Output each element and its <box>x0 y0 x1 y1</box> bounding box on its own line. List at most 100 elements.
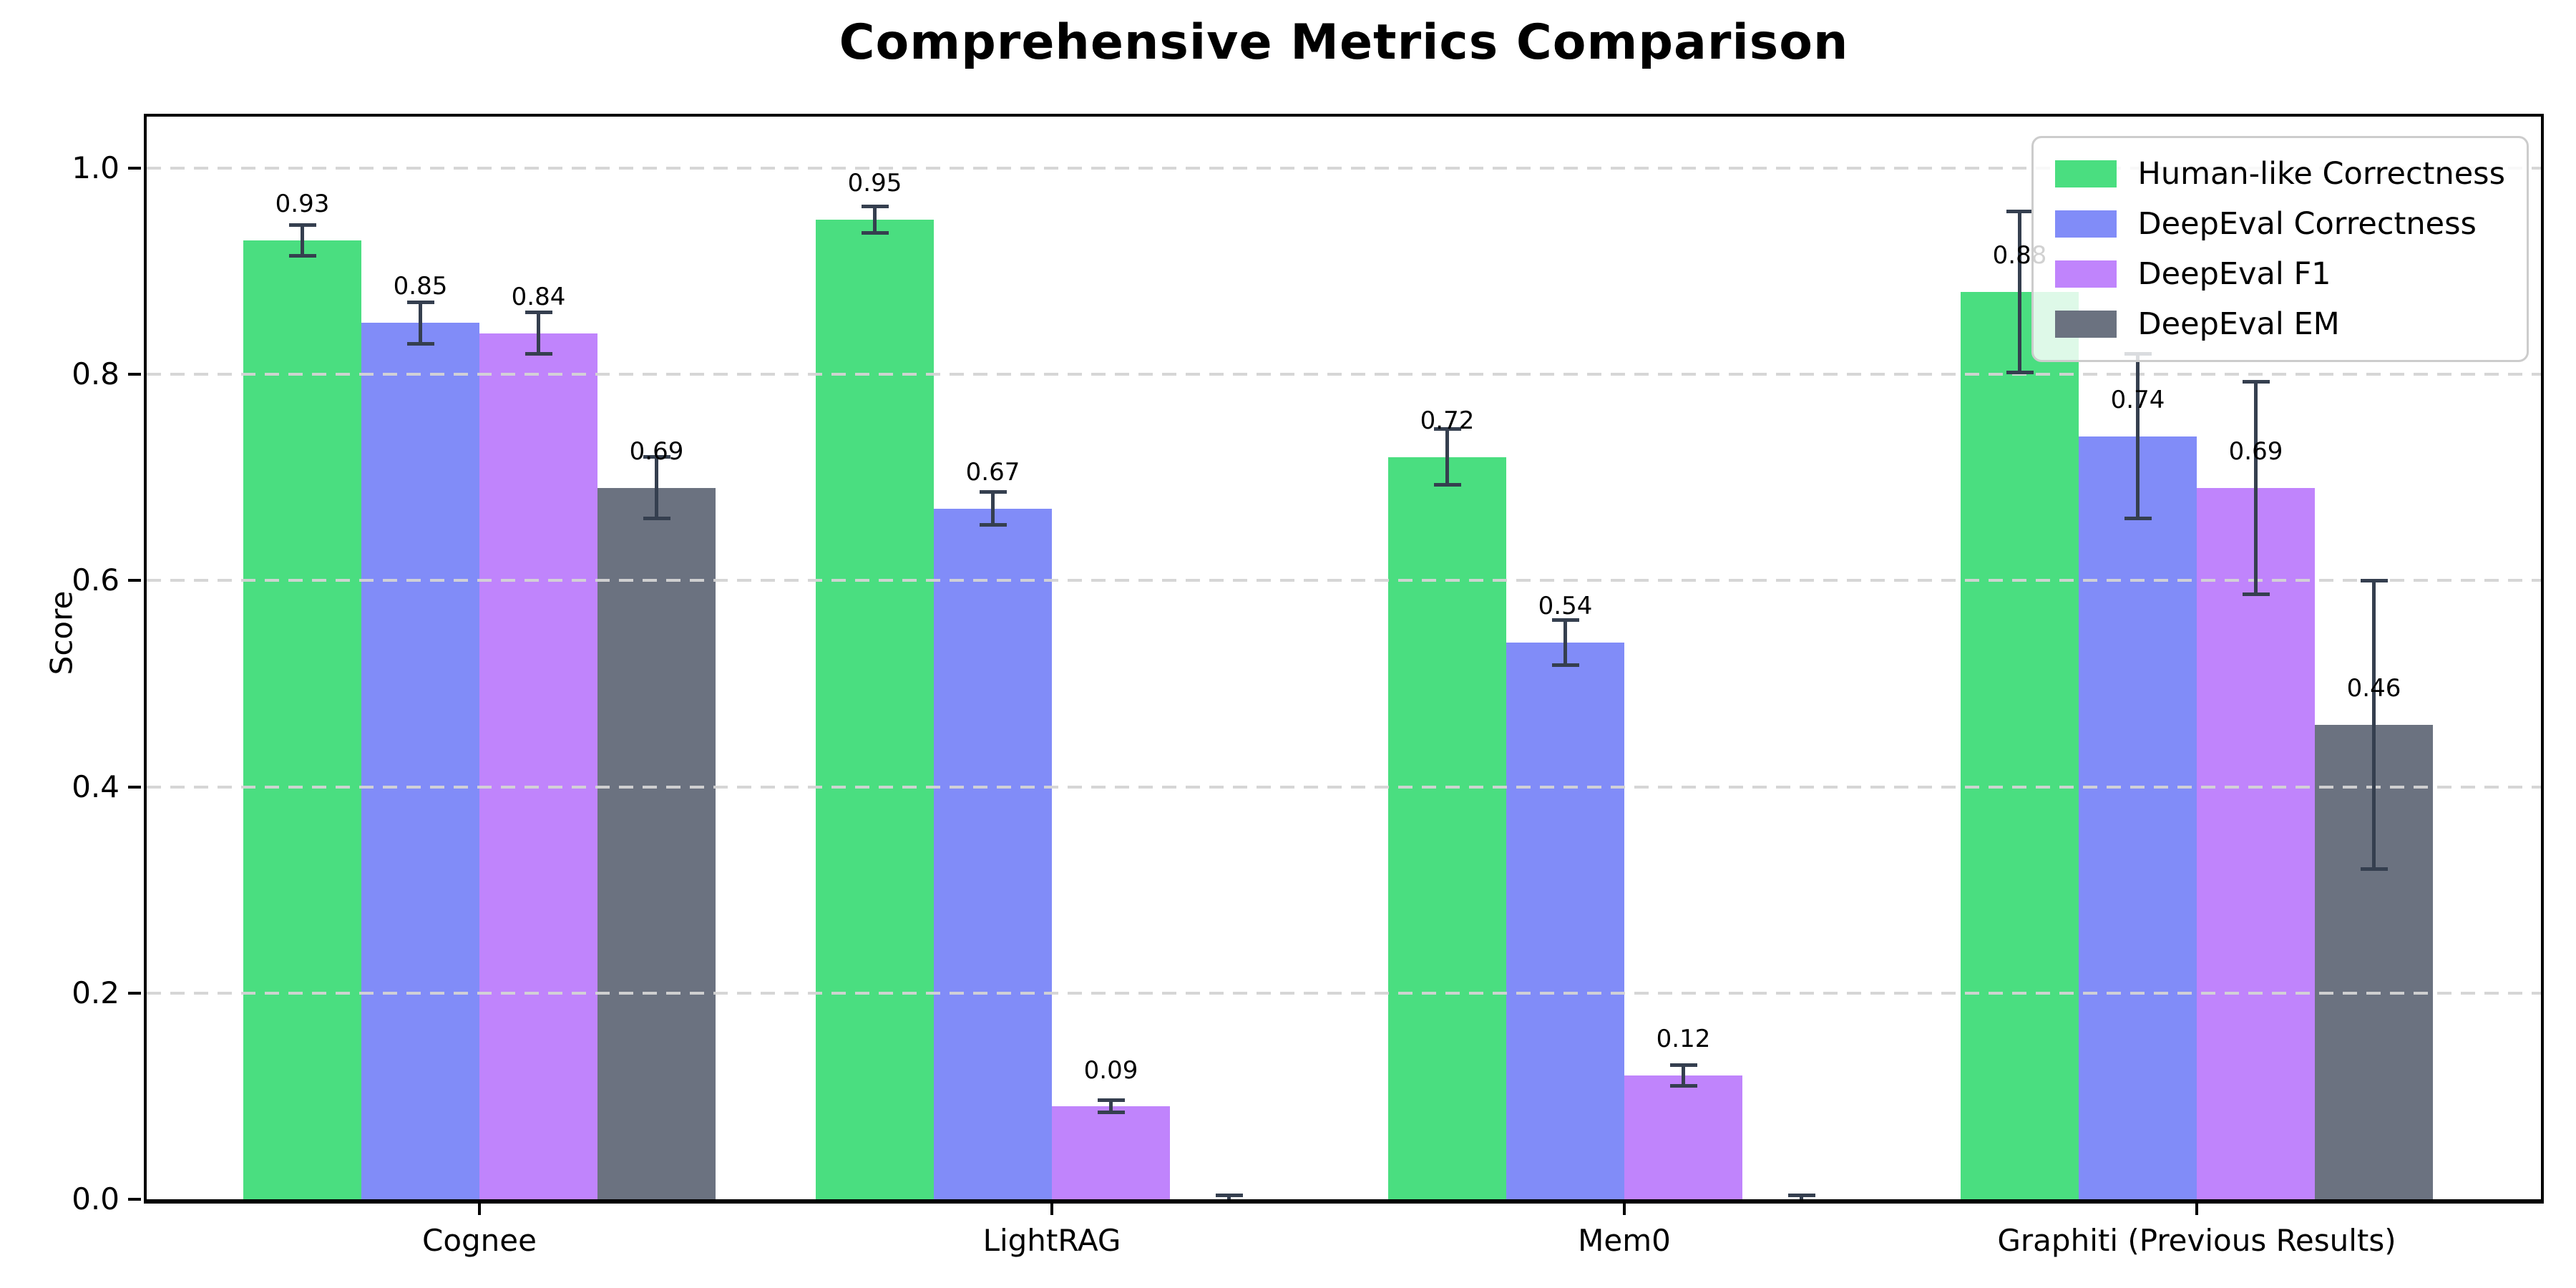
legend-label: DeepEval Correctness <box>2137 206 2477 242</box>
bar-human-like-correctness <box>1961 291 2079 1199</box>
error-bar <box>2254 381 2258 595</box>
error-bar-cap-bottom <box>2124 517 2152 521</box>
legend-item: DeepEval EM <box>2054 306 2505 343</box>
bar-value-label: 0.85 <box>393 272 448 301</box>
x-tick-mark <box>478 1204 481 1215</box>
bar-deepeval-f1 <box>1052 1106 1170 1199</box>
error-bar <box>1109 1100 1113 1113</box>
gridline <box>147 991 2541 995</box>
y-tick-label: 0.4 <box>72 769 119 804</box>
x-tick-mark <box>1623 1204 1626 1215</box>
error-bar-cap-top <box>1669 1063 1697 1068</box>
error-bar-cap-top <box>1215 1193 1243 1197</box>
error-bar-cap-top <box>1551 618 1579 622</box>
error-bar-cap-bottom <box>979 523 1007 527</box>
error-bar-cap-bottom <box>2006 370 2034 374</box>
x-category-label: Cognee <box>422 1223 537 1258</box>
error-bar-cap-bottom <box>525 351 552 356</box>
bar-deepeval-correctness <box>934 508 1052 1199</box>
bar-deepeval-f1 <box>1624 1075 1742 1199</box>
chart-title: Comprehensive Metrics Comparison <box>839 14 1849 71</box>
bar-deepeval-f1 <box>2197 487 2315 1199</box>
error-bar <box>1227 1195 1231 1199</box>
y-tick-mark <box>128 991 141 995</box>
error-bar-cap-top <box>1097 1098 1125 1103</box>
error-bar <box>537 312 540 354</box>
error-bar-cap-top <box>1433 427 1461 431</box>
y-tick-label: 0.8 <box>72 356 119 392</box>
error-bar <box>1682 1065 1685 1086</box>
bar-value-label: 0.69 <box>2228 436 2283 466</box>
legend-item: DeepEval F1 <box>2054 255 2505 293</box>
bar-deepeval-correctness <box>2079 436 2197 1199</box>
error-bar-cap-bottom <box>2360 867 2388 872</box>
bar-deepeval-f1 <box>479 333 597 1199</box>
error-bar-cap-top <box>1787 1193 1815 1197</box>
error-bar <box>2018 211 2021 373</box>
legend-swatch <box>2054 260 2117 288</box>
error-bar-cap-top <box>406 300 434 304</box>
gridline <box>147 785 2541 789</box>
gridline <box>147 167 2541 170</box>
error-bar <box>419 302 422 344</box>
y-tick-label: 0.2 <box>72 975 119 1010</box>
bar-value-label: 0.95 <box>847 169 902 198</box>
x-category-label: LightRAG <box>982 1223 1121 1258</box>
bar-value-label: 0.72 <box>1420 406 1475 435</box>
gridline <box>147 579 2541 582</box>
bar-deepeval-correctness <box>1506 642 1624 1199</box>
error-bar-cap-bottom <box>1433 482 1461 487</box>
gridline <box>147 373 2541 376</box>
y-tick-mark <box>128 167 141 170</box>
legend-label: DeepEval F1 <box>2137 256 2331 292</box>
error-bar-cap-top <box>979 490 1007 494</box>
error-bar-cap-bottom <box>2242 592 2270 596</box>
y-tick-mark <box>128 785 141 789</box>
bar-deepeval-correctness <box>361 323 479 1199</box>
bar-value-label: 0.46 <box>2346 674 2401 703</box>
x-category-label: Mem0 <box>1578 1223 1671 1258</box>
y-tick-label: 1.0 <box>72 150 119 186</box>
error-bar-cap-top <box>2242 379 2270 384</box>
y-tick-mark <box>128 1198 141 1201</box>
y-tick-mark <box>128 579 141 582</box>
bar-value-label: 0.69 <box>629 436 684 466</box>
bar-human-like-correctness <box>1388 457 1506 1199</box>
error-bar-cap-top <box>2006 210 2034 214</box>
legend-label: DeepEval EM <box>2137 306 2340 342</box>
error-bar-cap-top <box>288 223 316 227</box>
y-tick-mark <box>128 373 141 376</box>
error-bar-cap-top <box>861 204 889 208</box>
error-bar-cap-top <box>525 311 552 315</box>
legend-item: DeepEval Correctness <box>2054 205 2505 243</box>
error-bar-cap-bottom <box>406 341 434 346</box>
y-tick-label: 0.0 <box>72 1181 119 1216</box>
bar-deepeval-em <box>597 487 716 1199</box>
error-bar-cap-bottom <box>861 231 889 235</box>
x-tick-mark <box>2195 1204 2198 1215</box>
bar-human-like-correctness <box>243 240 361 1199</box>
bar-human-like-correctness <box>816 220 934 1199</box>
error-bar-cap-bottom <box>1551 663 1579 668</box>
error-bar <box>1800 1195 1803 1199</box>
legend-label: Human-like Correctness <box>2137 156 2505 192</box>
legend-swatch <box>2054 311 2117 338</box>
error-bar <box>301 225 304 256</box>
bar-value-label: 0.09 <box>1083 1055 1138 1085</box>
error-bar <box>2136 353 2140 519</box>
legend-swatch <box>2054 210 2117 238</box>
error-bar-cap-bottom <box>288 254 316 258</box>
error-bar-cap-bottom <box>1097 1111 1125 1115</box>
bar-value-label: 0.84 <box>511 282 566 311</box>
error-bar <box>873 206 877 233</box>
error-bar <box>1445 429 1449 485</box>
legend-item: Human-like Correctness <box>2054 155 2505 192</box>
bar-value-label: 0.54 <box>1538 592 1593 621</box>
legend-swatch <box>2054 160 2117 187</box>
error-bar <box>2372 580 2376 869</box>
error-bar-cap-bottom <box>643 517 670 521</box>
x-tick-mark <box>1050 1204 1053 1215</box>
bar-value-label: 0.93 <box>275 190 330 219</box>
bar-value-label: 0.67 <box>965 457 1020 487</box>
